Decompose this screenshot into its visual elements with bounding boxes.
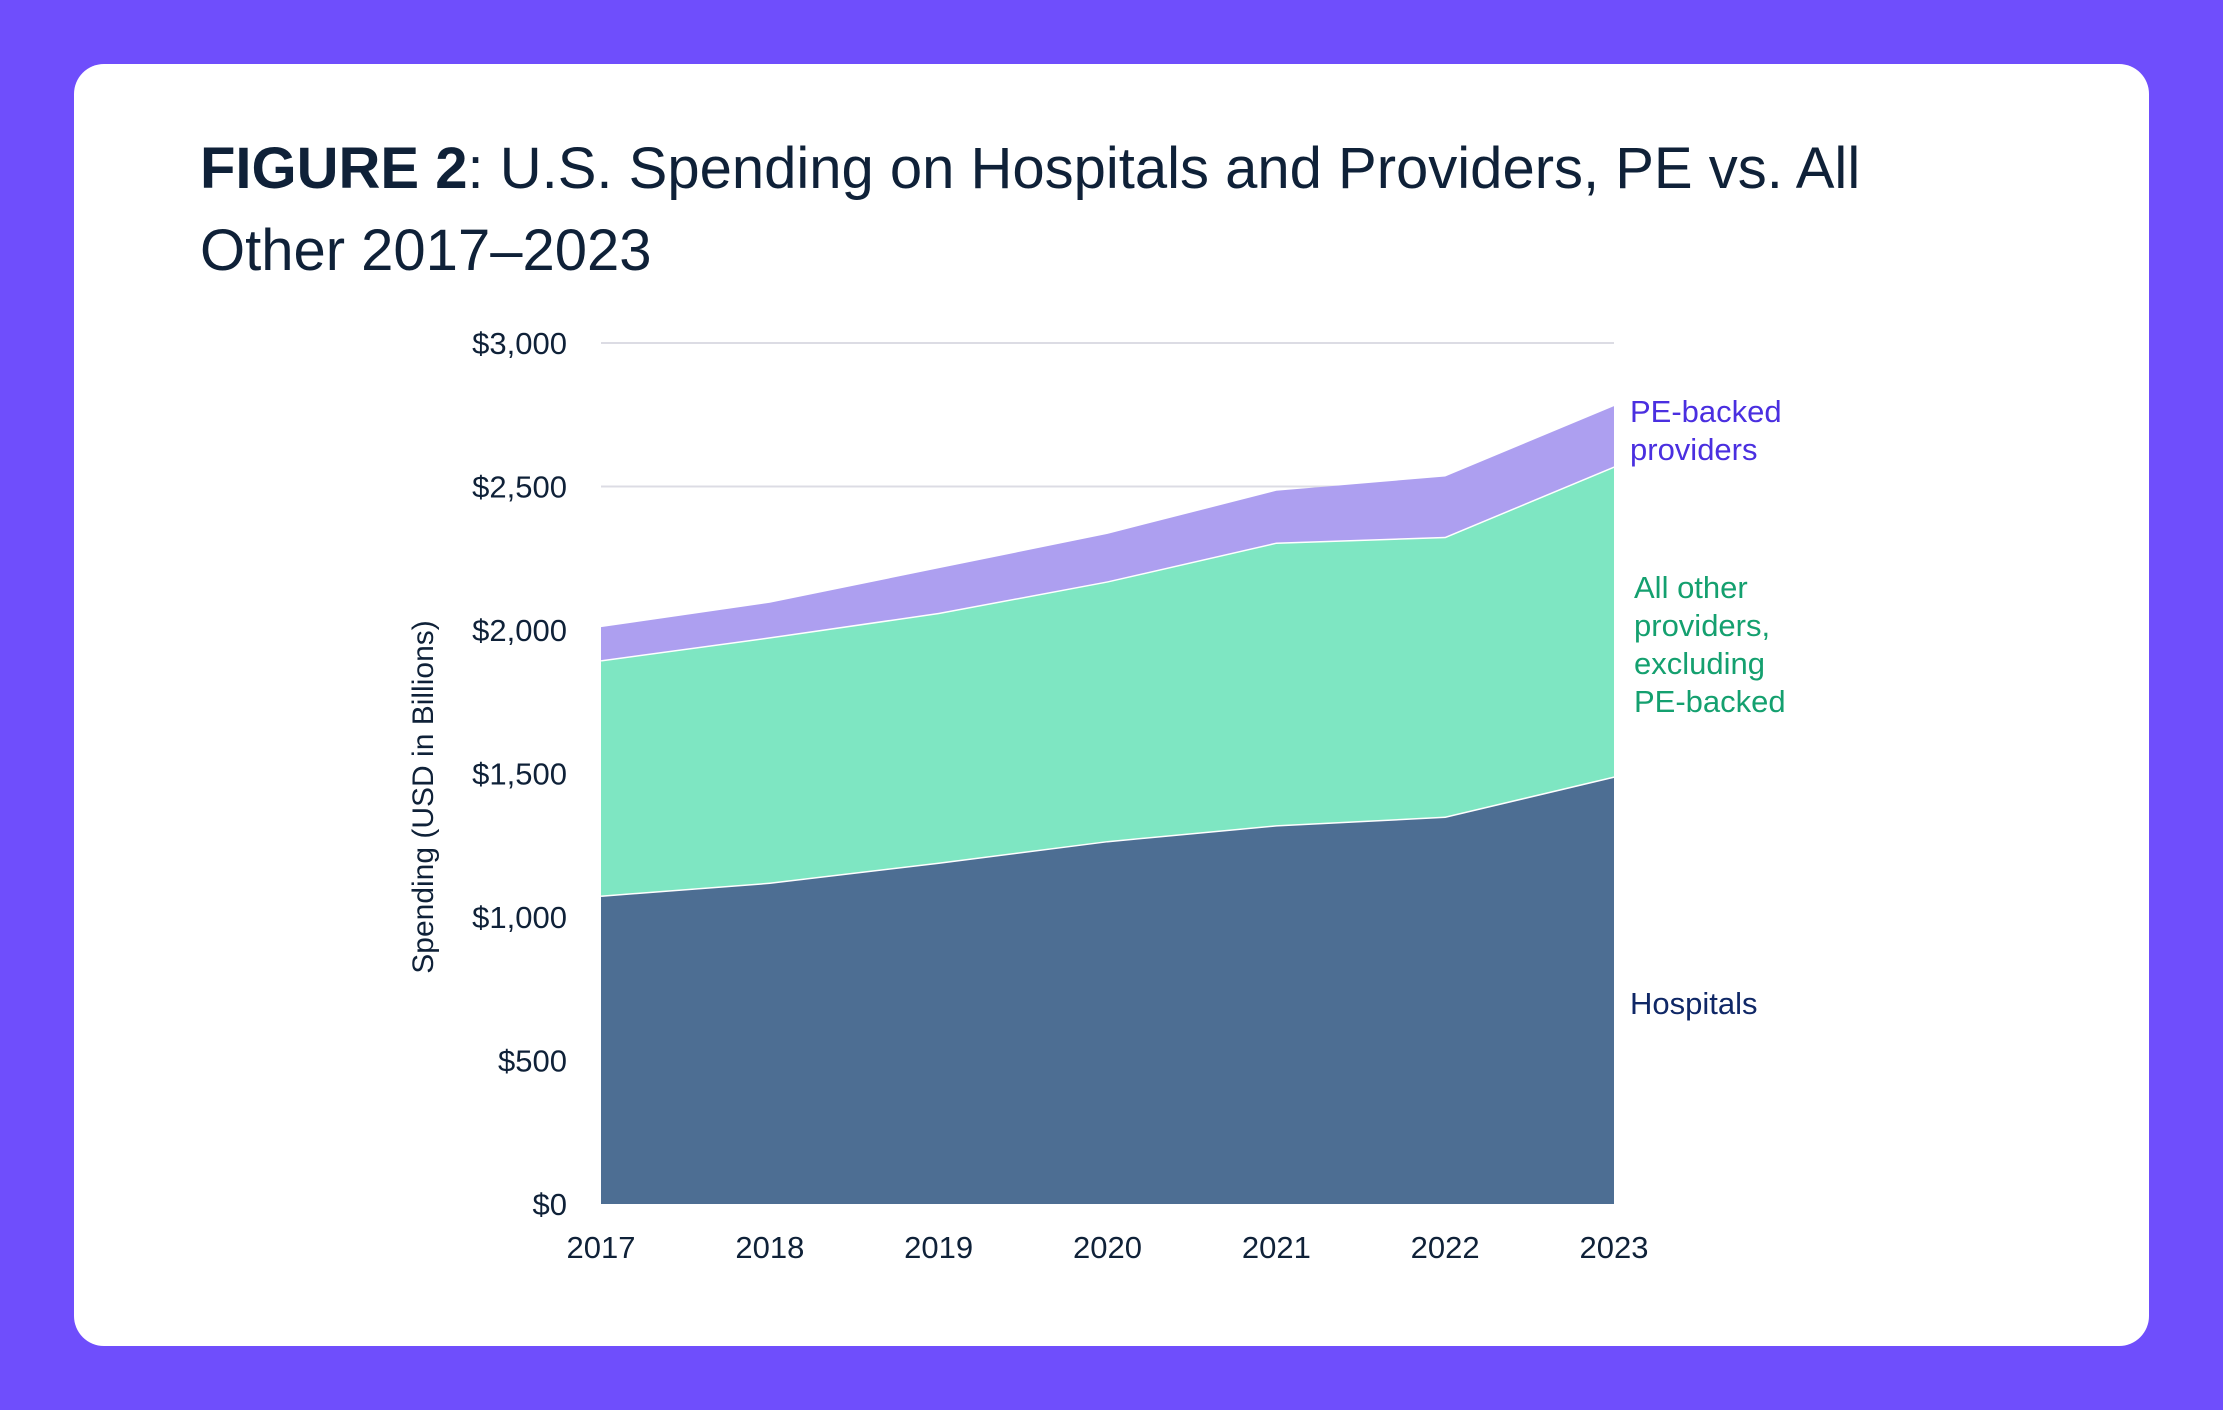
area-hospitals [601,776,1614,1204]
y-tick-label: $2,000 [472,613,567,648]
y-axis-label: Spending (USD in Billions) [407,620,440,974]
series-label-line: excluding [1634,646,1765,681]
x-tick-label: 2021 [1242,1230,1311,1265]
x-tick-label: 2022 [1411,1230,1480,1265]
y-tick-label: $500 [498,1044,567,1079]
y-tick-label: $0 [533,1187,567,1222]
x-tick-label: 2020 [1073,1230,1142,1265]
figure-number: FIGURE 2 [200,136,468,201]
y-tick-label: $1,500 [472,757,567,792]
series-label-line: Hospitals [1630,986,1758,1021]
series-label-all-other-providers-excluding-pe-backed: All other providers, excluding PE-backed [1634,570,1786,719]
y-tick-label: $2,500 [472,470,567,505]
series-label-pe-backed-providers: PE-backed providers [1630,394,1782,467]
x-tick-label: 2018 [735,1230,804,1265]
series-label-line: PE-backed [1630,394,1782,429]
y-tick-label: $3,000 [472,326,567,361]
series-label-line: providers [1630,432,1758,467]
x-tick-label: 2019 [904,1230,973,1265]
series-label-line: PE-backed [1634,684,1786,719]
title-text: : U.S. Spending on Hospitals and Provide… [200,136,1861,283]
x-axis-ticks: 2017 2018 2019 2020 2021 2022 2023 [567,1230,1649,1265]
stacked-areas [600,406,1615,1204]
series-label-line: providers, [1634,608,1770,643]
y-tick-label: $1,000 [472,900,567,935]
x-tick-label: 2023 [1580,1230,1649,1265]
series-label-hospitals: Hospitals [1630,986,1758,1021]
area-all-other-providers-excluding-pe-backed [601,466,1614,896]
series-label-line: All other [1634,570,1748,605]
area-pe-backed-providers [601,406,1614,661]
y-axis-ticks: $0 $500 $1,000 $1,500 $2,000 $2,500 $3,000 [472,326,567,1222]
chart-title: FIGURE 2: U.S. Spending on Hospitals and… [200,128,1960,292]
x-tick-label: 2017 [567,1230,636,1265]
